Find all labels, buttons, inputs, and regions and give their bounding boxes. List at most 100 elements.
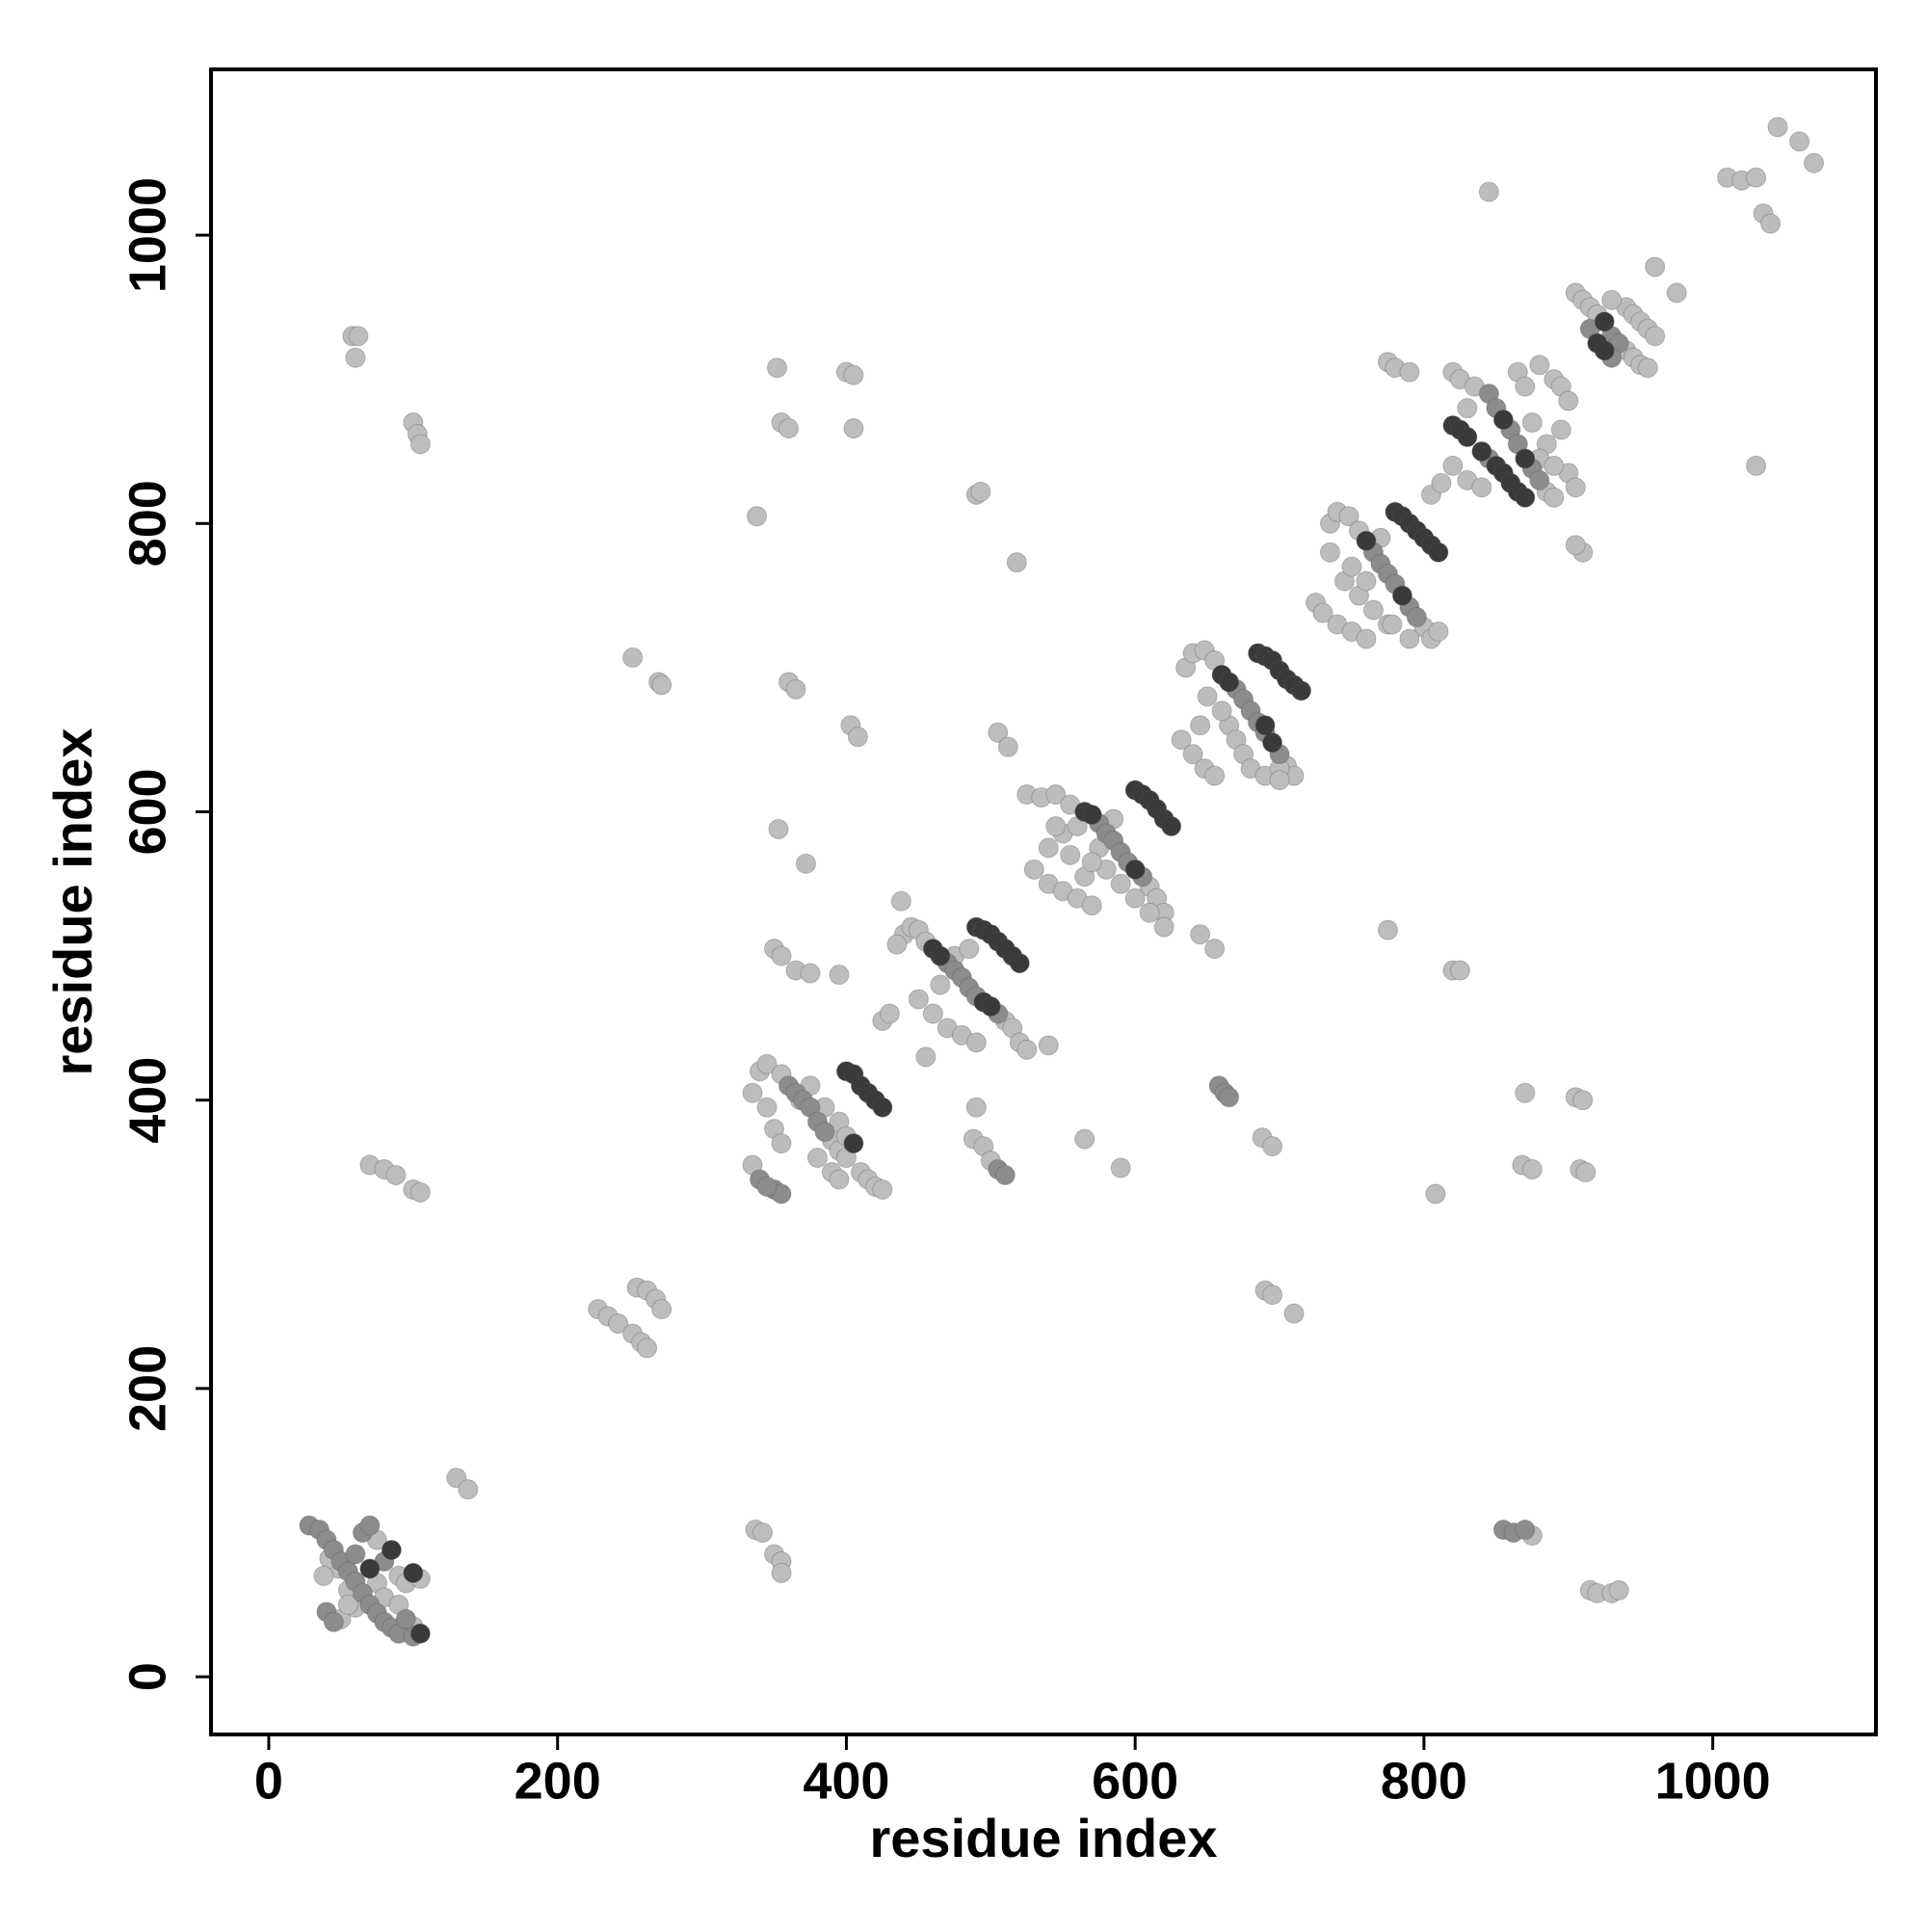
point <box>997 736 1018 757</box>
point <box>1594 311 1615 332</box>
point <box>1139 902 1160 923</box>
point <box>1283 1303 1305 1324</box>
point <box>908 989 929 1010</box>
point <box>1457 427 1478 448</box>
point <box>1269 770 1290 791</box>
point <box>965 1032 987 1053</box>
point <box>1515 1082 1536 1103</box>
point <box>1767 117 1788 138</box>
point <box>930 945 951 966</box>
y-tick-label: 200 <box>119 1345 176 1432</box>
point <box>1045 784 1067 806</box>
point <box>359 1515 381 1536</box>
point <box>829 965 850 986</box>
point <box>1060 844 1081 865</box>
x-tick-label: 800 <box>1381 1752 1467 1810</box>
x-tick-label: 0 <box>254 1752 283 1810</box>
point <box>1171 729 1192 751</box>
point <box>994 1165 1016 1186</box>
point <box>409 1181 431 1203</box>
y-tick-label: 600 <box>119 768 176 855</box>
point <box>1038 837 1059 859</box>
point <box>965 1097 987 1118</box>
point <box>1608 1579 1629 1601</box>
y-tick-label: 0 <box>119 1662 176 1691</box>
point <box>1594 340 1615 361</box>
point <box>1645 256 1666 278</box>
point <box>872 1097 893 1118</box>
point <box>806 1148 828 1169</box>
point <box>1529 469 1550 490</box>
plot-frame <box>209 67 1878 1736</box>
point <box>1391 585 1412 606</box>
point <box>345 1544 366 1565</box>
y-tick-label: 1000 <box>119 177 176 293</box>
point <box>785 678 806 700</box>
point <box>1428 542 1449 563</box>
point <box>771 1133 792 1154</box>
point <box>1558 390 1579 411</box>
point <box>348 326 369 347</box>
point <box>1319 542 1340 563</box>
point <box>1081 804 1102 825</box>
point <box>980 995 1001 1017</box>
point <box>1153 916 1175 938</box>
y-axis-title: residue index <box>42 728 103 1075</box>
x-axis-title: residue index <box>869 1808 1217 1868</box>
point <box>778 418 799 439</box>
point <box>1110 1157 1131 1178</box>
point <box>1081 895 1102 916</box>
point <box>1124 887 1146 909</box>
point <box>1081 852 1102 873</box>
point <box>1341 556 1362 577</box>
x-tick-label: 400 <box>803 1752 889 1810</box>
point <box>1471 477 1492 498</box>
point <box>1045 815 1067 836</box>
point <box>622 647 644 668</box>
point <box>1211 701 1232 722</box>
x-tick-label: 200 <box>515 1752 601 1810</box>
point <box>1515 376 1536 397</box>
point <box>847 727 868 748</box>
point <box>1471 440 1492 462</box>
point <box>1544 487 1565 508</box>
point <box>1204 765 1226 786</box>
point <box>930 974 951 995</box>
point <box>829 1169 850 1190</box>
point <box>1377 919 1398 940</box>
point <box>843 1133 864 1154</box>
point <box>1262 1136 1283 1157</box>
point <box>970 481 991 502</box>
point <box>879 1003 900 1024</box>
point <box>345 347 366 368</box>
point <box>1645 326 1666 347</box>
point <box>768 818 789 839</box>
point <box>1449 960 1470 981</box>
point <box>403 1562 424 1583</box>
point <box>651 1299 673 1320</box>
y-tick-label: 400 <box>119 1057 176 1144</box>
point <box>1515 1520 1536 1541</box>
point <box>1572 1090 1594 1111</box>
point <box>323 1611 344 1632</box>
point <box>1356 530 1377 551</box>
point <box>1356 628 1377 649</box>
point <box>843 364 864 385</box>
point <box>742 1082 763 1103</box>
point <box>1431 472 1452 493</box>
point <box>1023 859 1044 880</box>
point <box>1575 1162 1597 1183</box>
point <box>1746 455 1767 476</box>
point <box>337 1594 358 1615</box>
point <box>1399 361 1420 383</box>
point <box>988 722 1009 743</box>
point <box>1492 410 1514 431</box>
x-tick-label: 600 <box>1092 1752 1178 1810</box>
point <box>771 945 792 966</box>
point <box>1666 282 1687 304</box>
point <box>1565 535 1586 556</box>
point <box>1338 506 1359 527</box>
point <box>1550 419 1571 440</box>
point <box>409 1623 431 1644</box>
